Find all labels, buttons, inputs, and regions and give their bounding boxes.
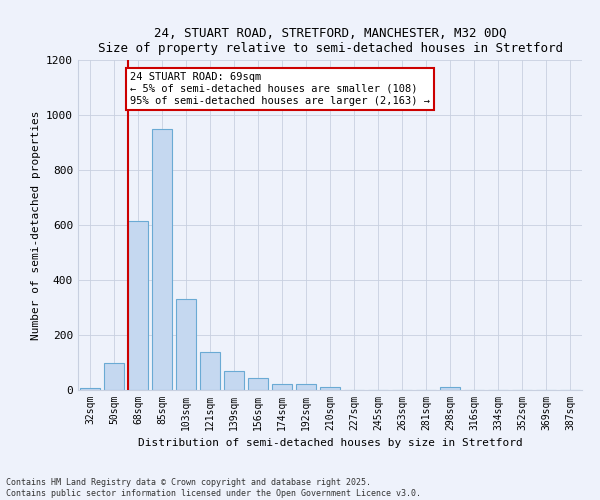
Bar	[248, 378, 268, 390]
Bar	[200, 352, 220, 390]
Bar	[320, 386, 340, 390]
Bar	[176, 299, 196, 390]
Bar	[272, 384, 292, 390]
Bar	[128, 221, 148, 390]
Bar	[104, 362, 124, 390]
Bar	[296, 384, 316, 390]
Bar	[440, 386, 460, 390]
Bar	[152, 128, 172, 390]
Bar	[80, 388, 100, 390]
Title: 24, STUART ROAD, STRETFORD, MANCHESTER, M32 0DQ
Size of property relative to sem: 24, STUART ROAD, STRETFORD, MANCHESTER, …	[97, 26, 563, 54]
Text: 24 STUART ROAD: 69sqm
← 5% of semi-detached houses are smaller (108)
95% of semi: 24 STUART ROAD: 69sqm ← 5% of semi-detac…	[130, 72, 430, 106]
Text: Contains HM Land Registry data © Crown copyright and database right 2025.
Contai: Contains HM Land Registry data © Crown c…	[6, 478, 421, 498]
X-axis label: Distribution of semi-detached houses by size in Stretford: Distribution of semi-detached houses by …	[137, 438, 523, 448]
Y-axis label: Number of semi-detached properties: Number of semi-detached properties	[31, 110, 41, 340]
Bar	[224, 371, 244, 390]
